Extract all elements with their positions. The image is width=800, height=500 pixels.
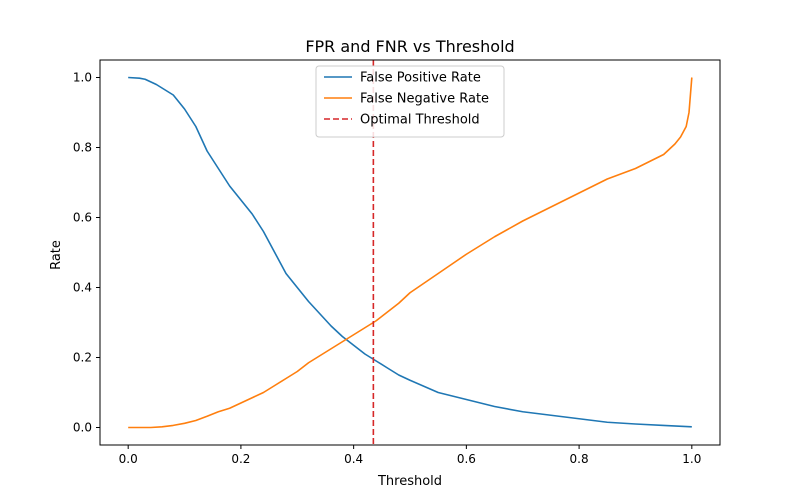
y-tick-label: 0.8 xyxy=(73,141,92,155)
x-tick-label: 0.6 xyxy=(457,452,476,466)
x-tick-label: 1.0 xyxy=(682,452,701,466)
axes-frame xyxy=(99,59,721,446)
legend-box xyxy=(315,65,505,138)
y-tick-label: 0.4 xyxy=(73,281,92,295)
legend: False Positive Rate False Negative Rate Op… xyxy=(315,65,505,138)
y-tick-label: 1.0 xyxy=(73,71,92,85)
x-tick-label: 0.4 xyxy=(344,452,363,466)
series-line-0 xyxy=(128,76,692,428)
y-tick-label: 0.0 xyxy=(73,421,92,435)
series-line-1 xyxy=(128,77,693,429)
legend-label-0: False Positive Rate xyxy=(360,71,481,86)
x-axis-label: Threshold xyxy=(377,474,442,489)
x-tick-label: 0.8 xyxy=(570,452,589,466)
legend-label-1: False Negative Rate xyxy=(360,92,489,107)
x-tick-label: 0.0 xyxy=(119,452,138,466)
y-tick-label: 0.6 xyxy=(73,211,92,225)
legend-label-2: Optimal Threshold xyxy=(360,113,480,128)
chart-title: FPR and FNR vs Threshold xyxy=(305,37,514,56)
x-tick-label: 0.2 xyxy=(231,452,250,466)
y-tick-label: 0.2 xyxy=(73,351,92,365)
y-axis-label: Rate xyxy=(49,240,64,270)
